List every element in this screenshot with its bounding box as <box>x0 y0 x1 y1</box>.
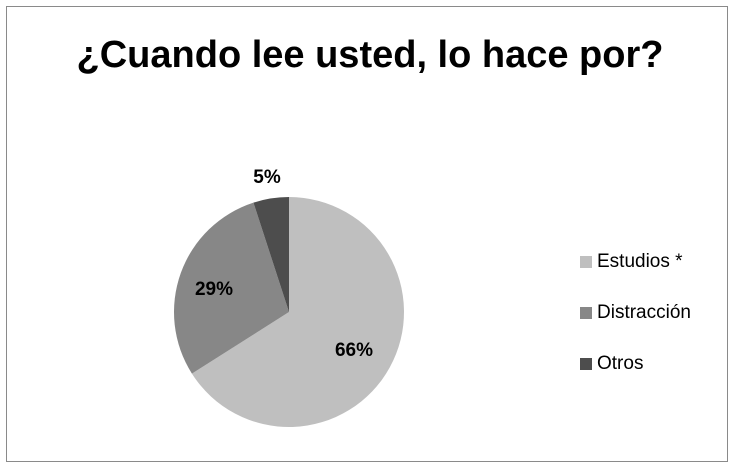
legend: Estudios * Distracción Otros <box>580 250 691 403</box>
data-label-1: 29% <box>195 279 233 300</box>
legend-label-distraccion: Distracción <box>597 302 691 323</box>
legend-item-otros: Otros <box>580 352 691 376</box>
data-label-0: 66% <box>335 340 373 361</box>
legend-swatch-distraccion <box>580 307 592 319</box>
pie-slice-2 <box>253 197 289 312</box>
legend-swatch-estudios <box>580 256 592 268</box>
data-label-2: 5% <box>253 167 281 188</box>
pie-slice-1 <box>173 202 289 374</box>
pie-slices <box>173 197 404 428</box>
legend-item-estudios: Estudios * <box>580 250 691 274</box>
legend-label-estudios: Estudios * <box>597 251 683 272</box>
chart-title: ¿Cuando lee usted, lo hace por? <box>76 34 664 76</box>
legend-swatch-otros <box>580 358 592 370</box>
pie-data-labels: 66% 29% 5% <box>195 167 373 361</box>
legend-item-distraccion: Distracción <box>580 301 691 325</box>
pie-slice-0 <box>191 197 404 428</box>
legend-label-otros: Otros <box>597 353 644 374</box>
